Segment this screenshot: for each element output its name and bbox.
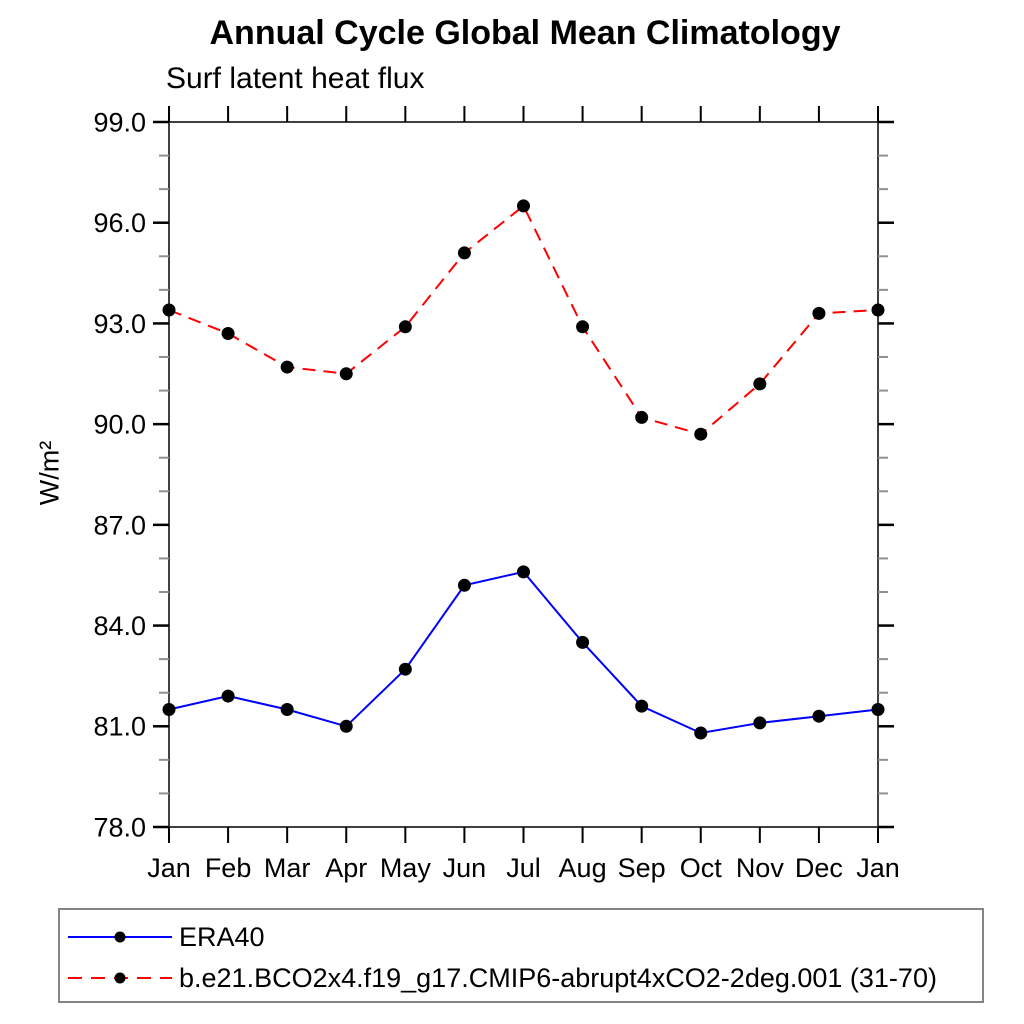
series-1-marker <box>694 427 708 441</box>
x-tick-label: Jun <box>443 853 487 883</box>
x-tick-label: May <box>380 853 432 883</box>
series-0-marker <box>812 709 826 723</box>
x-tick-label: Oct <box>680 853 723 883</box>
y-tick-label: 99.0 <box>93 107 146 137</box>
x-tick-label: Jan <box>856 853 900 883</box>
series-1-marker <box>871 303 885 317</box>
legend-entry-model: b.e21.BCO2x4.f19_g17.CMIP6-abrupt4xCO2-2… <box>64 963 937 993</box>
chart-title: Annual Cycle Global Mean Climatology <box>209 14 841 52</box>
series-0-marker <box>517 565 530 579</box>
series-0-marker <box>339 719 353 733</box>
y-tick-label: 93.0 <box>93 309 146 339</box>
y-tick-label: 90.0 <box>93 410 146 440</box>
y-tick-label: 96.0 <box>93 208 146 238</box>
legend-label: ERA40 <box>179 921 265 952</box>
x-tick-label: Mar <box>264 853 311 883</box>
y-tick-label: 84.0 <box>93 611 146 641</box>
series-1-marker <box>517 199 530 213</box>
series-1-marker <box>162 303 176 317</box>
series-0-marker <box>576 635 590 649</box>
series-0-marker <box>280 703 294 716</box>
series-1-marker <box>280 360 294 374</box>
x-tick-label: Apr <box>325 853 367 883</box>
series-0-marker <box>694 726 708 740</box>
legend-line-sample <box>68 972 172 984</box>
x-tick-label: Jan <box>147 853 191 883</box>
y-tick-label: 78.0 <box>93 812 146 842</box>
x-tick-label: Dec <box>795 853 843 883</box>
chart-subtitle: Surf latent heat flux <box>166 62 425 95</box>
x-tick-label: Jul <box>506 853 541 883</box>
x-tick-label: Feb <box>205 853 252 883</box>
series-1-marker <box>753 377 767 391</box>
series-0-marker <box>753 716 767 730</box>
series-1-marker <box>221 327 235 340</box>
legend-label: b.e21.BCO2x4.f19_g17.CMIP6-abrupt4xCO2-2… <box>179 962 937 993</box>
x-tick-label: Aug <box>559 853 607 883</box>
y-tick-label: 81.0 <box>93 712 146 742</box>
series-0-marker <box>635 699 649 713</box>
legend-marker-icon <box>114 931 126 943</box>
series-0-marker <box>871 703 885 716</box>
legend-entry-era40: ERA40 <box>64 922 265 952</box>
legend-marker-icon <box>114 972 126 984</box>
series-1-marker <box>812 306 826 320</box>
series-0-line <box>168 570 879 735</box>
series-0-marker <box>398 662 412 676</box>
x-tick-label: Nov <box>736 853 785 883</box>
series-1-marker <box>339 367 353 381</box>
series-0-marker <box>221 689 235 703</box>
series-1-marker <box>576 320 590 334</box>
y-tick-label: 87.0 <box>93 510 146 540</box>
series-1-marker <box>635 410 649 424</box>
series-1-marker <box>457 246 471 260</box>
series-1-marker <box>398 320 412 334</box>
series-0-marker <box>162 703 176 716</box>
x-tick-label: Sep <box>618 853 666 883</box>
series-1-line <box>168 204 879 436</box>
legend-line-sample <box>68 931 172 943</box>
series-0-marker <box>457 578 471 592</box>
legend-box: ERA40 b.e21.BCO2x4.f19_g17.CMIP6-abrupt4… <box>58 908 984 1003</box>
